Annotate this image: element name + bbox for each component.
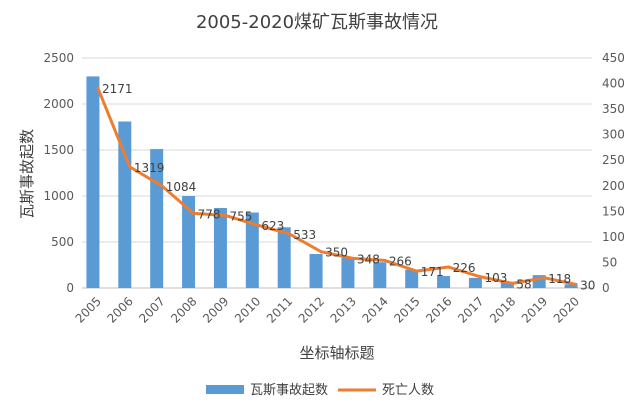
line-point (96, 86, 100, 90)
bar (309, 253, 323, 288)
line-point (223, 213, 227, 217)
data-label: 266 (389, 254, 412, 268)
right-tick-label: 350 (602, 102, 625, 116)
x-tick-label: 2012 (296, 294, 327, 325)
right-axis-ticks: 0 50 100 150 200 250 300 350 400 450 (602, 51, 625, 295)
bar (500, 282, 514, 288)
data-label: 58 (516, 277, 531, 291)
data-label: 1319 (134, 161, 165, 175)
right-tick-label: 0 (602, 281, 610, 295)
bar (564, 284, 578, 288)
legend-swatch-bars (206, 385, 244, 394)
bar (468, 277, 482, 288)
bar (245, 212, 259, 288)
line-point (255, 223, 259, 227)
line-point (160, 184, 164, 188)
data-label: 755 (229, 209, 252, 223)
right-tick-label: 50 (602, 255, 617, 269)
legend: 瓦斯事故起数 死亡人数 (206, 383, 434, 398)
x-axis-ticks: 2005 2006 2007 2008 2009 2010 2011 2012 2013 2014… (73, 294, 583, 325)
x-tick-label: 2005 (73, 294, 104, 325)
data-label: 778 (198, 207, 221, 221)
x-tick-label: 2014 (359, 294, 390, 325)
left-axis-ticks: 0 500 1000 1500 2000 2500 (43, 51, 74, 295)
x-tick-label: 2010 (232, 294, 263, 325)
right-tick-label: 250 (602, 153, 625, 167)
data-label: 30 (580, 278, 595, 292)
right-tick-label: 150 (602, 204, 625, 218)
x-tick-label: 2007 (136, 294, 167, 325)
data-label: 2171 (102, 82, 133, 96)
right-tick-label: 450 (602, 51, 625, 65)
line-point (510, 281, 514, 285)
right-tick-label: 100 (602, 230, 625, 244)
left-tick-label: 2500 (43, 51, 74, 65)
bar (277, 227, 291, 288)
data-label: 350 (325, 246, 348, 260)
line-point (383, 258, 387, 262)
data-label: 348 (357, 252, 380, 266)
x-tick-label: 2017 (455, 294, 486, 325)
data-label: 226 (453, 261, 476, 275)
x-tick-label: 2020 (551, 294, 582, 325)
bar (437, 276, 451, 288)
bar (341, 257, 355, 288)
line-point (192, 211, 196, 215)
x-tick-label: 2011 (264, 294, 295, 325)
bar (213, 207, 227, 288)
line-point (447, 265, 451, 269)
line-point (542, 276, 546, 280)
line-path (96, 86, 578, 286)
right-tick-label: 400 (602, 77, 625, 91)
line-series (96, 86, 578, 286)
data-label: 623 (261, 219, 284, 233)
line-point (415, 269, 419, 273)
left-tick-label: 0 (66, 281, 74, 295)
right-tick-label: 300 (602, 128, 625, 142)
chart-title: 2005-2020煤矿瓦斯事故情况 (196, 12, 438, 33)
y-axis-title: 瓦斯事故起数 (18, 129, 36, 219)
x-tick-label: 2013 (328, 294, 359, 325)
data-label: 1084 (166, 180, 197, 194)
left-tick-label: 1000 (43, 189, 74, 203)
legend-label-line: 死亡人数 (382, 383, 434, 398)
line-point (574, 282, 578, 286)
data-label: 171 (421, 265, 444, 279)
bar (86, 76, 100, 289)
bar (182, 196, 196, 288)
left-tick-label: 500 (51, 235, 74, 249)
line-point (287, 232, 291, 236)
right-tick-label: 200 (602, 179, 625, 193)
x-tick-label: 2009 (200, 294, 231, 325)
line-point (351, 256, 355, 260)
left-tick-label: 1500 (43, 143, 74, 157)
data-label: 533 (293, 228, 316, 242)
legend-label-bars: 瓦斯事故起数 (250, 383, 328, 398)
data-label: 118 (548, 272, 571, 286)
bar (405, 269, 419, 288)
x-axis-title: 坐标轴标题 (299, 344, 374, 362)
x-tick-label: 2015 (391, 294, 422, 325)
bar (373, 262, 387, 288)
left-tick-label: 2000 (43, 97, 74, 111)
line-point (319, 250, 323, 254)
x-tick-label: 2019 (519, 294, 550, 325)
x-tick-label: 2006 (104, 294, 135, 325)
x-tick-label: 2008 (168, 294, 199, 325)
line-point (128, 165, 132, 169)
line-point (478, 275, 482, 279)
x-tick-label: 2016 (423, 294, 454, 325)
data-label: 103 (484, 271, 507, 285)
x-tick-label: 2018 (487, 294, 518, 325)
